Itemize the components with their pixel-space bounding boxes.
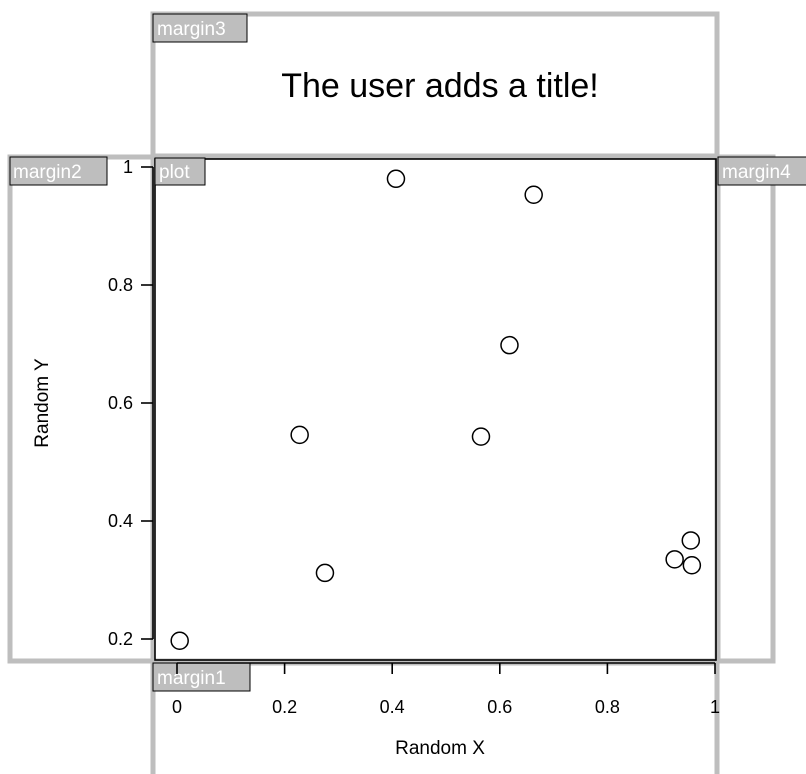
y-tick-label: 1: [123, 157, 133, 177]
data-point: [682, 556, 702, 575]
x-axis-label: Random X: [395, 738, 485, 759]
y-axis-label: Random Y: [32, 358, 53, 448]
x-tick-label: 0: [172, 697, 182, 717]
y-tick-label: 0.6: [108, 393, 133, 413]
data-point: [665, 550, 684, 569]
region-label-margin2: margin2: [9, 156, 108, 186]
data-point: [524, 185, 543, 204]
x-tick-label: 0.4: [380, 697, 405, 717]
margin2-label: margin2: [13, 162, 82, 183]
region-label-margin3: margin3: [152, 13, 248, 43]
plot-label: plot: [159, 162, 190, 183]
x-axis: 0 0.2 0.4 0.6 0.8 1: [172, 662, 720, 717]
margin4-label: margin4: [722, 162, 791, 183]
margin2-label-box: [9, 156, 108, 186]
margin4-frame: [715, 154, 776, 664]
x-tick-label: 0.6: [487, 697, 512, 717]
region-label-margin1: margin1: [152, 662, 251, 692]
plot-border: [154, 158, 717, 661]
data-point: [315, 563, 335, 583]
data-point: [681, 531, 701, 550]
y-axis: 0.2 0.4 0.6 0.8 1: [108, 157, 154, 649]
region-label-margin4: margin4: [717, 156, 806, 186]
margin1-label: margin1: [157, 668, 226, 689]
data-point: [170, 631, 189, 651]
data-points: [170, 169, 702, 651]
data-point: [471, 427, 491, 446]
margin4-label-box: [717, 156, 806, 186]
data-point: [386, 169, 406, 189]
x-tick-label: 0.2: [272, 697, 297, 717]
margin3-label: margin3: [157, 19, 226, 40]
region-label-plot: plot: [154, 157, 206, 186]
plot-label-box: [154, 157, 206, 186]
margin1-label-box: [152, 662, 251, 692]
y-tick-label: 0.2: [108, 629, 133, 649]
data-point: [290, 425, 309, 445]
x-tick-label: 1: [710, 697, 720, 717]
plot-frame: [150, 154, 720, 664]
chart-title: The user adds a title!: [281, 67, 599, 105]
x-tick-label: 0.8: [595, 697, 620, 717]
margin3-label-box: [152, 13, 248, 43]
y-tick-label: 0.8: [108, 275, 133, 295]
data-point: [500, 335, 519, 355]
y-tick-label: 0.4: [108, 511, 133, 531]
